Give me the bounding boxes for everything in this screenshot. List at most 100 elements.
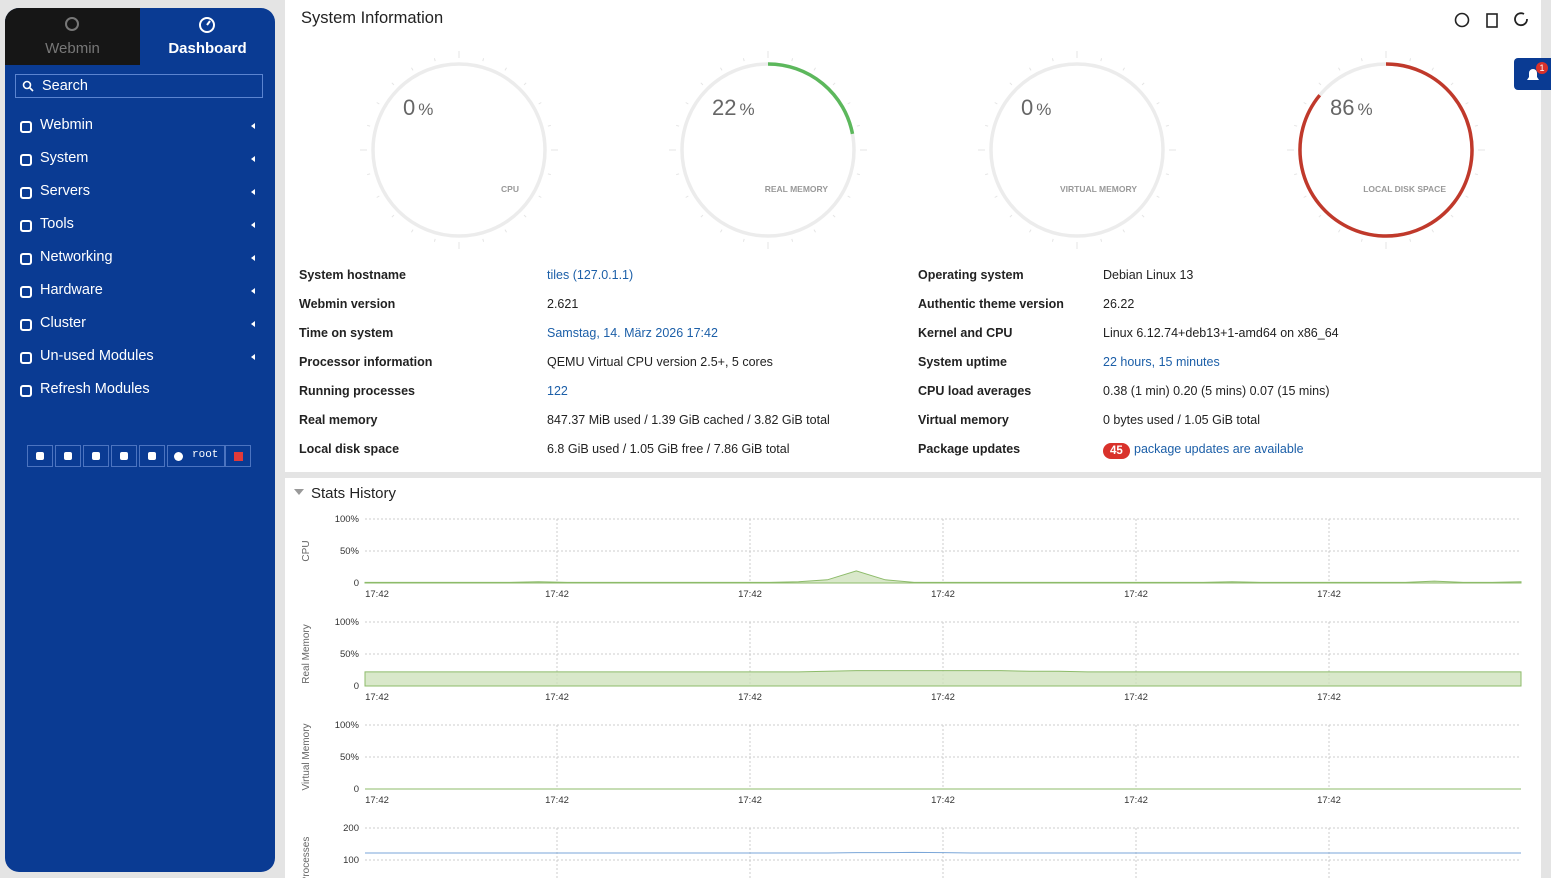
info-value[interactable]: Samstag, 14. März 2026 17:42 bbox=[547, 326, 718, 340]
menu-item[interactable]: Un-used Modules bbox=[5, 346, 275, 370]
gauge-tick bbox=[1465, 102, 1469, 105]
chart-axis-label: Processes bbox=[301, 837, 312, 878]
system-info-panel: System Information bbox=[285, 0, 1541, 472]
menu-caret bbox=[251, 123, 255, 129]
info-value[interactable]: 22 hours, 15 minutes bbox=[1103, 355, 1220, 369]
x-tick-label: 17:42 bbox=[545, 795, 569, 806]
gauge-tick bbox=[391, 82, 395, 86]
gauge-tick bbox=[994, 195, 998, 198]
gauge-tick bbox=[685, 195, 689, 198]
theme-button[interactable] bbox=[139, 445, 165, 467]
gauge-tick bbox=[700, 214, 704, 218]
button-icon bbox=[148, 452, 156, 460]
y-tick-label: 50% bbox=[340, 546, 360, 557]
y-tick-label: 0 bbox=[354, 784, 359, 795]
info-value: Debian Linux 13 bbox=[1103, 268, 1194, 282]
info-label: Kernel and CPU bbox=[918, 326, 1013, 340]
stats-title: Stats History bbox=[311, 485, 397, 502]
x-tick-label: 17:42 bbox=[738, 589, 762, 600]
menu-icon bbox=[20, 319, 32, 331]
gauge-tick bbox=[523, 214, 527, 218]
gauge-tick bbox=[813, 229, 816, 233]
menu-item[interactable]: Webmin bbox=[5, 115, 275, 139]
search-icon bbox=[22, 80, 34, 92]
search-placeholder: Search bbox=[42, 78, 88, 94]
gauge-value: 86% bbox=[1330, 95, 1373, 120]
terminal-button[interactable] bbox=[83, 445, 109, 467]
menu-label: System bbox=[40, 150, 89, 166]
gauge-tick bbox=[1165, 124, 1169, 127]
gauge-tick bbox=[1141, 82, 1145, 86]
gauge-tick bbox=[411, 229, 414, 233]
info-label: System hostname bbox=[299, 268, 406, 282]
refresh-button[interactable] bbox=[1514, 12, 1528, 27]
x-tick-label: 17:42 bbox=[545, 692, 569, 703]
x-tick-label: 17:42 bbox=[738, 795, 762, 806]
gauge-tick bbox=[1450, 82, 1454, 86]
panel-actions bbox=[1454, 12, 1528, 28]
clipboard-button[interactable] bbox=[1486, 13, 1498, 28]
chart-axis-label: CPU bbox=[301, 540, 312, 561]
info-value: 6.8 GiB used / 1.05 GiB free / 7.86 GiB … bbox=[547, 442, 790, 456]
home-button[interactable] bbox=[27, 445, 53, 467]
menu-item[interactable]: System bbox=[5, 148, 275, 172]
icon-shape bbox=[20, 154, 32, 166]
gauge-label: REAL MEMORY bbox=[765, 184, 829, 194]
x-tick-label: 17:42 bbox=[931, 589, 955, 600]
gauge-tick bbox=[1303, 102, 1307, 105]
gauge-tick bbox=[1318, 82, 1322, 86]
menu-item[interactable]: Cluster bbox=[5, 313, 275, 337]
gauge-tick bbox=[676, 124, 680, 127]
menu-item[interactable]: Servers bbox=[5, 181, 275, 205]
gauge-tick bbox=[1360, 238, 1363, 242]
gauge-tick bbox=[856, 173, 860, 176]
y-tick-label: 0 bbox=[354, 681, 359, 692]
menu-item[interactable]: Networking bbox=[5, 247, 275, 271]
favorites-button[interactable] bbox=[111, 445, 137, 467]
menu-icon bbox=[20, 253, 32, 265]
gauge-track bbox=[989, 62, 1165, 238]
menu-label: Un-used Modules bbox=[40, 348, 154, 364]
gauge-tick bbox=[1318, 214, 1322, 218]
help-button[interactable] bbox=[1454, 12, 1470, 28]
gauge-tick bbox=[720, 229, 723, 233]
gauge-tick bbox=[1141, 214, 1145, 218]
collapse-icon[interactable] bbox=[294, 489, 304, 497]
x-tick-label: 17:42 bbox=[1124, 795, 1148, 806]
info-value[interactable]: 122 bbox=[547, 384, 568, 398]
info-label: Operating system bbox=[918, 268, 1024, 282]
gauge-tick bbox=[1156, 102, 1160, 105]
gauge-tick bbox=[676, 173, 680, 176]
y-tick-label: 100% bbox=[335, 617, 360, 628]
gauge-unit: % bbox=[1036, 100, 1051, 119]
user-button[interactable]: root bbox=[167, 445, 225, 467]
gauge-tick bbox=[367, 124, 371, 127]
gauge-tick bbox=[433, 238, 436, 242]
notification-button[interactable]: 1 bbox=[1514, 58, 1551, 90]
info-label: Webmin version bbox=[299, 297, 396, 311]
search-box[interactable]: Search bbox=[15, 74, 263, 98]
info-value: QEMU Virtual CPU version 2.5+, 5 cores bbox=[547, 355, 773, 369]
updates-link[interactable]: package updates are available bbox=[1134, 442, 1304, 456]
menu-item[interactable]: Hardware bbox=[5, 280, 275, 304]
gauge-tick bbox=[700, 82, 704, 86]
logout-button[interactable] bbox=[225, 445, 251, 467]
gauge-tick bbox=[376, 195, 380, 198]
config-button[interactable] bbox=[55, 445, 81, 467]
x-tick-label: 17:42 bbox=[365, 692, 389, 703]
gauge-tick bbox=[1294, 173, 1298, 176]
y-tick-label: 0 bbox=[354, 578, 359, 589]
gauge-tick bbox=[1409, 58, 1412, 62]
gauge-tick bbox=[847, 102, 851, 105]
info-value[interactable]: tiles (127.0.1.1) bbox=[547, 268, 634, 282]
gauge-value: 22% bbox=[712, 95, 755, 120]
info-label: Package updates bbox=[918, 442, 1021, 456]
button-icon bbox=[64, 452, 72, 460]
tab-dashboard[interactable]: Dashboard bbox=[168, 40, 247, 57]
menu-item[interactable]: Refresh Modules bbox=[5, 379, 275, 403]
menu-item[interactable]: Tools bbox=[5, 214, 275, 238]
gauge-tick bbox=[504, 229, 507, 233]
gauge-tick bbox=[791, 58, 794, 62]
